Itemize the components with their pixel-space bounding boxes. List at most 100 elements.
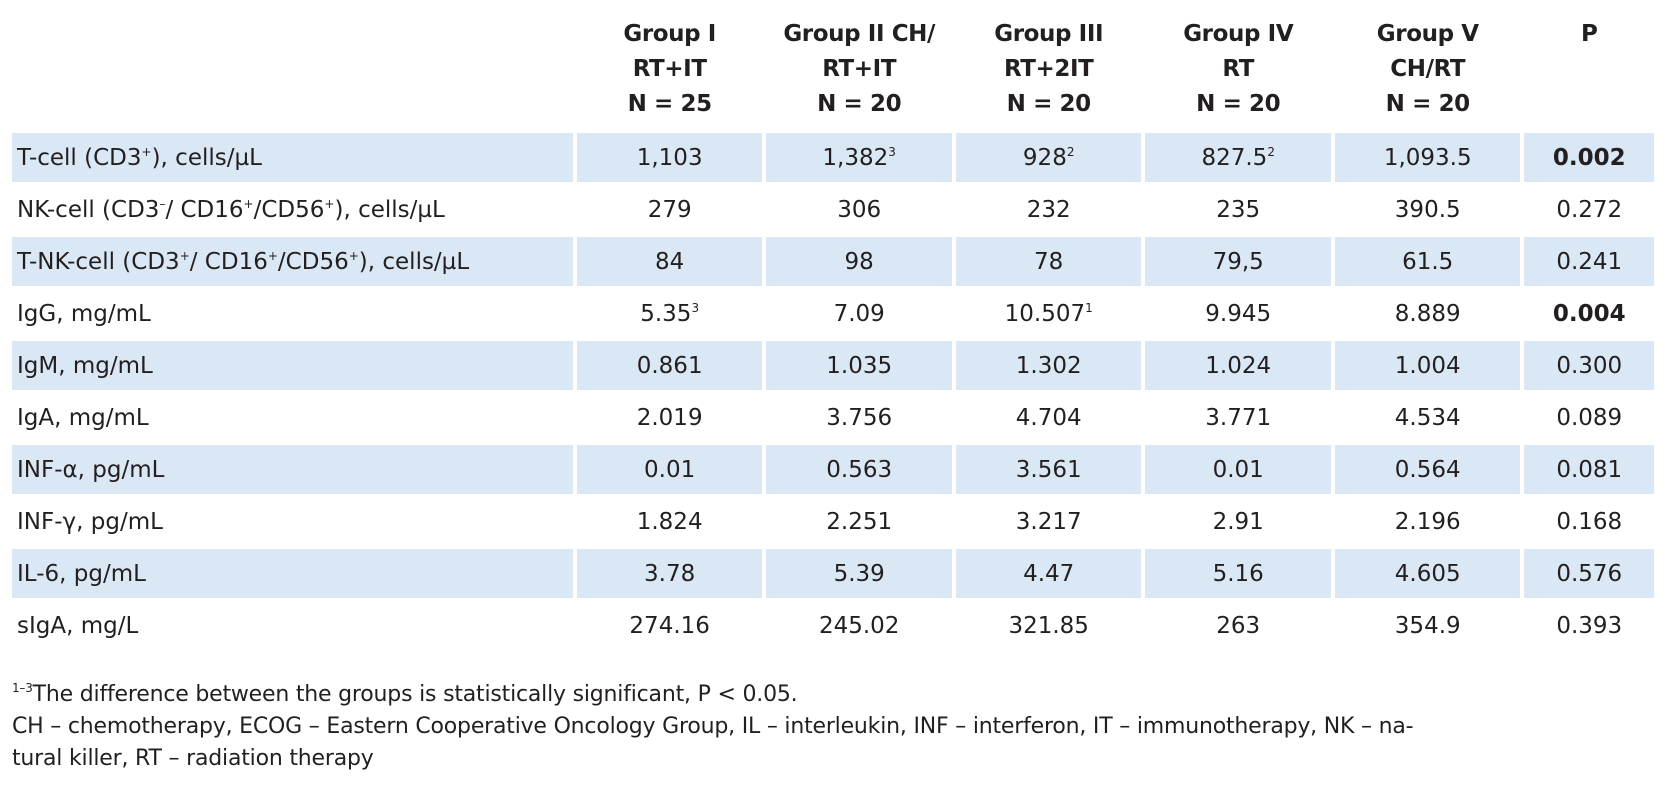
row-label-superscript: + xyxy=(267,248,278,263)
row-label-text: ), cells/µL xyxy=(334,196,445,223)
abbreviations-line-2: tural killer, RT – radiation therapy xyxy=(12,746,374,771)
row-label: IgM, mg/mL xyxy=(12,341,573,390)
value-cell: 10.5071 xyxy=(956,289,1142,338)
value-cell: 5.16 xyxy=(1145,549,1331,598)
value-cell: 827.52 xyxy=(1145,133,1331,182)
column-header-line xyxy=(1524,52,1654,87)
value-cell: 7.09 xyxy=(766,289,952,338)
p-value-cell: 0.004 xyxy=(1552,300,1626,327)
value-cell: 5.39 xyxy=(766,549,952,598)
table-body: T-cell (CD3+), cells/µL 1,103 1,3823 9282 82… xyxy=(12,133,1654,650)
cell-value: 10.507 xyxy=(1004,300,1086,327)
cell-value: 1.302 xyxy=(1015,352,1082,379)
value-cell: 1,3823 xyxy=(766,133,952,182)
row-label-text: sIgA, mg/L xyxy=(17,612,139,639)
column-header: Group III RT+2IT N = 20 xyxy=(956,13,1142,130)
value-cell: 4.605 xyxy=(1334,549,1521,598)
cell-value: 1.824 xyxy=(636,508,703,535)
value-cell: 2.196 xyxy=(1335,497,1521,546)
cell-value: 9.945 xyxy=(1205,300,1272,327)
value-cell: 3.217 xyxy=(956,497,1142,546)
value-cell: 79,5 xyxy=(1145,237,1331,286)
table-row: IgG, mg/mL 5.353 7.09 10.5071 9.945 8.889 0.00… xyxy=(12,289,1654,338)
p-value-cell: 0.241 xyxy=(1524,237,1654,286)
abbreviations-line-1: CH – chemotherapy, ECOG – Eastern Cooper… xyxy=(12,714,1414,739)
cell-value: 1,093.5 xyxy=(1383,144,1472,171)
cell-value: 279 xyxy=(647,196,692,223)
row-label-text: INF-α, pg/mL xyxy=(17,456,165,483)
p-value-cell: 0.300 xyxy=(1524,341,1654,390)
cell-value: 321.85 xyxy=(1008,612,1089,639)
value-cell: 2.251 xyxy=(766,497,952,546)
cell-value: 79,5 xyxy=(1212,248,1264,275)
p-value-cell: 0.272 xyxy=(1556,196,1623,223)
cell-value: 0.01 xyxy=(644,456,696,483)
column-header-line: Group II CH/ xyxy=(783,21,936,47)
row-label-superscript: + xyxy=(179,248,190,263)
column-header-line xyxy=(12,87,573,122)
significance-superscript: 1 xyxy=(1085,300,1093,315)
value-cell: 61.5 xyxy=(1334,237,1521,286)
p-value-cell: 0.089 xyxy=(1556,404,1623,431)
row-label-superscript: + xyxy=(324,196,335,211)
cell-value: 263 xyxy=(1216,612,1261,639)
value-cell: 98 xyxy=(766,237,952,286)
value-cell: 3.756 xyxy=(766,393,952,442)
value-cell: 78 xyxy=(955,237,1142,286)
cell-value: 5.35 xyxy=(640,300,692,327)
cell-value: 5.39 xyxy=(833,560,885,587)
value-cell: 390.5 xyxy=(1335,185,1521,234)
cell-value: 4.704 xyxy=(1015,404,1082,431)
value-cell: 5.353 xyxy=(577,289,763,338)
cell-value: 390.5 xyxy=(1394,196,1461,223)
cell-value: 4.605 xyxy=(1394,560,1461,587)
column-header: Group II CH/RT+IT N = 20 xyxy=(766,13,952,130)
cell-value: 1.035 xyxy=(826,352,893,379)
footnotes: 1–3The difference between the groups is … xyxy=(12,672,1652,775)
value-cell: 0.861 xyxy=(576,341,763,390)
row-label-text: ), cells/µL xyxy=(151,144,262,171)
table-row: NK-cell (CD3–/ CD16+/CD56+), cells/µL 279… xyxy=(12,185,1654,234)
cell-value: 0.861 xyxy=(636,352,703,379)
p-value-cell: 0.002 xyxy=(1524,133,1654,182)
column-header: P xyxy=(1524,13,1654,130)
significance-superscript: 3 xyxy=(691,300,700,315)
p-value-cell: 0.576 xyxy=(1524,549,1654,598)
p-value-cell: 0.393 xyxy=(1556,612,1623,639)
value-cell: 4.534 xyxy=(1335,393,1521,442)
header-row: Group I RT+IT N = 25 Group II CH/RT+IT N = 2… xyxy=(12,13,1654,130)
cell-value: 928 xyxy=(1022,144,1067,171)
value-cell: 0.563 xyxy=(766,445,952,494)
column-header-line: CH/RT xyxy=(1390,56,1466,82)
cell-value: 3.756 xyxy=(826,404,893,431)
row-label-text: IgM, mg/mL xyxy=(17,352,153,379)
value-cell: 354.9 xyxy=(1335,601,1521,650)
cell-value: 2.019 xyxy=(636,404,703,431)
value-cell: 274.16 xyxy=(577,601,763,650)
row-label: IgG, mg/mL xyxy=(12,289,573,338)
value-cell: 1.302 xyxy=(955,341,1142,390)
cell-value: 235 xyxy=(1216,196,1261,223)
value-cell: 3.78 xyxy=(576,549,763,598)
value-cell: 8.889 xyxy=(1335,289,1521,338)
value-cell: 4.47 xyxy=(955,549,1142,598)
row-label-text: / CD16 xyxy=(189,248,268,275)
row-label-text: /CD56 xyxy=(253,196,325,223)
cell-value: 2.251 xyxy=(826,508,893,535)
row-label: INF-γ, pg/mL xyxy=(12,497,573,546)
value-cell: 0.01 xyxy=(576,445,763,494)
row-label-text: ), cells/µL xyxy=(358,248,470,275)
value-cell: 3.771 xyxy=(1145,393,1331,442)
value-cell: 1.824 xyxy=(577,497,763,546)
value-cell: 232 xyxy=(956,185,1142,234)
column-header-line: RT+2IT xyxy=(1003,56,1094,82)
value-cell: 84 xyxy=(576,237,763,286)
column-header-line: Group I xyxy=(623,21,716,47)
column-header-line: P xyxy=(1581,21,1598,47)
table-row: IL-6, pg/mL 3.78 5.39 4.47 5.16 4.605 0.576 xyxy=(12,549,1654,598)
value-cell: 245.02 xyxy=(766,601,952,650)
significance-mark: 1–3 xyxy=(12,681,33,695)
row-label-text: IgA, mg/mL xyxy=(17,404,149,431)
value-cell: 9282 xyxy=(955,133,1142,182)
column-header-line: N = 20 xyxy=(817,91,902,117)
